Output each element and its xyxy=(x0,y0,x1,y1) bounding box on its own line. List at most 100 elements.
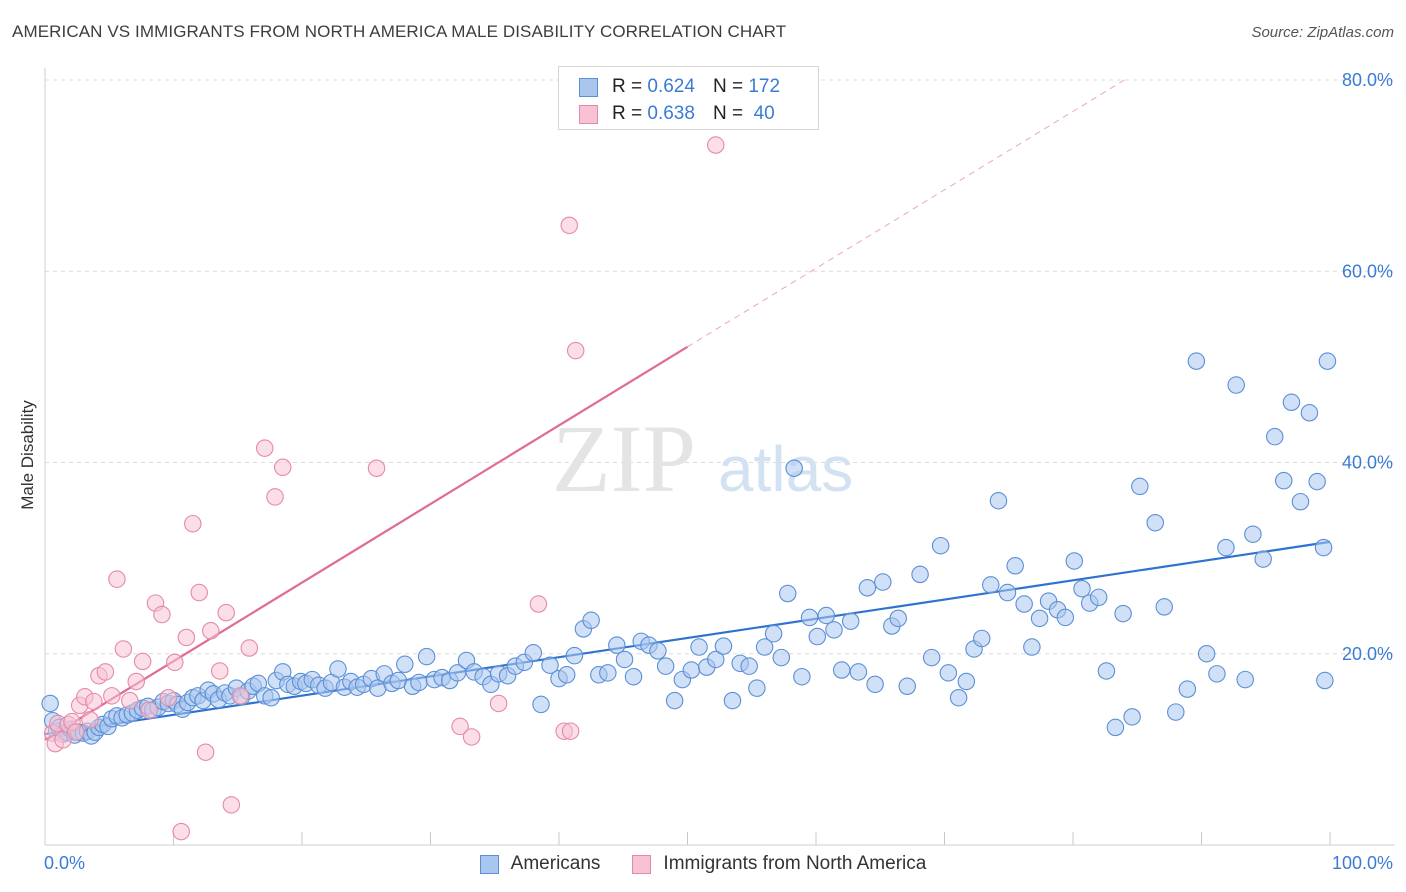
source-label: Source: ZipAtlas.com xyxy=(1251,24,1394,41)
americans-point xyxy=(396,655,414,674)
immigrants-point xyxy=(255,439,274,457)
americans-point xyxy=(1073,579,1091,598)
americans-point xyxy=(665,691,684,710)
legend-item-immigrants[interactable]: Immigrants from North America xyxy=(632,853,926,875)
americans-point xyxy=(1030,609,1049,628)
americans-point xyxy=(1274,471,1293,490)
americans-point xyxy=(785,459,803,477)
americans-point xyxy=(656,657,675,675)
tick-labels: 20.0% 40.0% 60.0% 80.0% 0.0% 100.0% xyxy=(44,70,1393,873)
americans-point xyxy=(1006,557,1024,575)
americans-point xyxy=(714,637,733,655)
americans-point xyxy=(1187,352,1206,370)
immigrants-point xyxy=(273,458,292,477)
immigrants-point xyxy=(67,723,85,741)
x-tick-label: 0.0% xyxy=(44,853,85,873)
americans-point xyxy=(599,664,617,682)
americans-point xyxy=(1015,595,1033,613)
americans-point xyxy=(682,661,701,679)
americans-point xyxy=(825,621,843,639)
americans-point xyxy=(707,650,725,669)
immigrants-point xyxy=(202,622,220,640)
immigrants-point xyxy=(566,341,585,360)
legend-label: Americans xyxy=(510,853,601,874)
immigrants-legend-swatch xyxy=(632,854,652,874)
immigrants-point xyxy=(159,688,178,707)
americans-point xyxy=(557,666,576,684)
immigrants-point xyxy=(81,710,99,729)
americans-point xyxy=(740,657,758,675)
stats-legend-row-immigrants: R = 0.638 N = 40 xyxy=(579,101,775,127)
americans-point xyxy=(800,608,819,627)
immigrants-point xyxy=(266,488,284,506)
americans-point xyxy=(1291,492,1310,511)
americans-point xyxy=(998,583,1017,602)
americans-point xyxy=(1244,525,1262,543)
americans-point xyxy=(748,679,766,697)
americans-point xyxy=(1316,671,1334,690)
americans-point xyxy=(1023,638,1041,656)
immigrants-point xyxy=(108,570,126,588)
data-points xyxy=(41,136,1337,841)
immigrants-point xyxy=(489,694,508,713)
immigrants-swatch xyxy=(579,104,598,124)
americans-point xyxy=(1227,376,1245,394)
y-tick-label: 80.0% xyxy=(1342,70,1393,90)
americans-point xyxy=(1236,670,1254,689)
chart-title: AMERICAN VS IMMIGRANTS FROM NORTH AMERIC… xyxy=(12,22,787,41)
immigrants-point xyxy=(529,595,548,613)
americans-point xyxy=(772,648,791,667)
americans-point xyxy=(808,627,827,646)
watermark-zip: ZIP xyxy=(552,405,696,512)
americans-point xyxy=(541,656,559,674)
immigrants-point xyxy=(54,731,72,749)
legend-item-americans[interactable]: Americans xyxy=(479,853,601,875)
americans-point xyxy=(931,536,950,555)
americans-point xyxy=(1314,538,1333,557)
n-value: 172 xyxy=(748,76,781,97)
immigrants-point xyxy=(462,728,481,746)
immigrants-point xyxy=(184,514,202,533)
immigrants-point xyxy=(153,605,171,624)
immigrants-point xyxy=(222,796,241,814)
americans-point xyxy=(1089,588,1108,607)
americans-point xyxy=(1056,608,1075,627)
americans-point xyxy=(889,609,907,628)
americans-point xyxy=(1106,718,1125,737)
americans-point xyxy=(410,673,428,692)
americans-point xyxy=(1114,604,1132,623)
americans-swatch xyxy=(579,77,598,97)
americans-point xyxy=(1197,644,1216,663)
americans-point xyxy=(1123,708,1141,726)
r-value: 0.638 xyxy=(647,103,695,124)
americans-point xyxy=(778,584,797,603)
immigrants-point xyxy=(190,583,208,602)
americans-point xyxy=(1155,598,1173,616)
americans-point xyxy=(524,644,543,662)
immigrants-point xyxy=(177,628,196,647)
americans-point xyxy=(982,576,1000,594)
immigrants-trend-extension xyxy=(687,79,1125,348)
immigrants-point xyxy=(211,662,229,680)
americans-point xyxy=(649,642,667,660)
immigrants-point xyxy=(560,216,579,235)
americans-point xyxy=(532,695,550,714)
americans-point xyxy=(898,677,916,696)
watermark: ZIP atlas xyxy=(552,405,853,512)
americans-point xyxy=(608,636,626,654)
americans-point xyxy=(1178,680,1197,698)
americans-point xyxy=(582,611,600,630)
americans-point xyxy=(1217,538,1235,557)
y-tick-label: 60.0% xyxy=(1342,261,1393,281)
immigrants-point xyxy=(103,687,121,705)
n-label: N = xyxy=(712,103,744,124)
americans-point xyxy=(1282,393,1301,412)
stats-legend-row-americans: R = 0.624 N = 172 xyxy=(579,74,780,100)
immigrants-point xyxy=(231,687,250,705)
americans-point xyxy=(690,638,708,656)
immigrants-trend-line xyxy=(44,345,689,741)
americans-point xyxy=(624,667,643,686)
stats-legend: R = 0.624 N = 172 R = 0.638 N = 40 xyxy=(558,66,819,130)
immigrants-point xyxy=(240,639,259,657)
